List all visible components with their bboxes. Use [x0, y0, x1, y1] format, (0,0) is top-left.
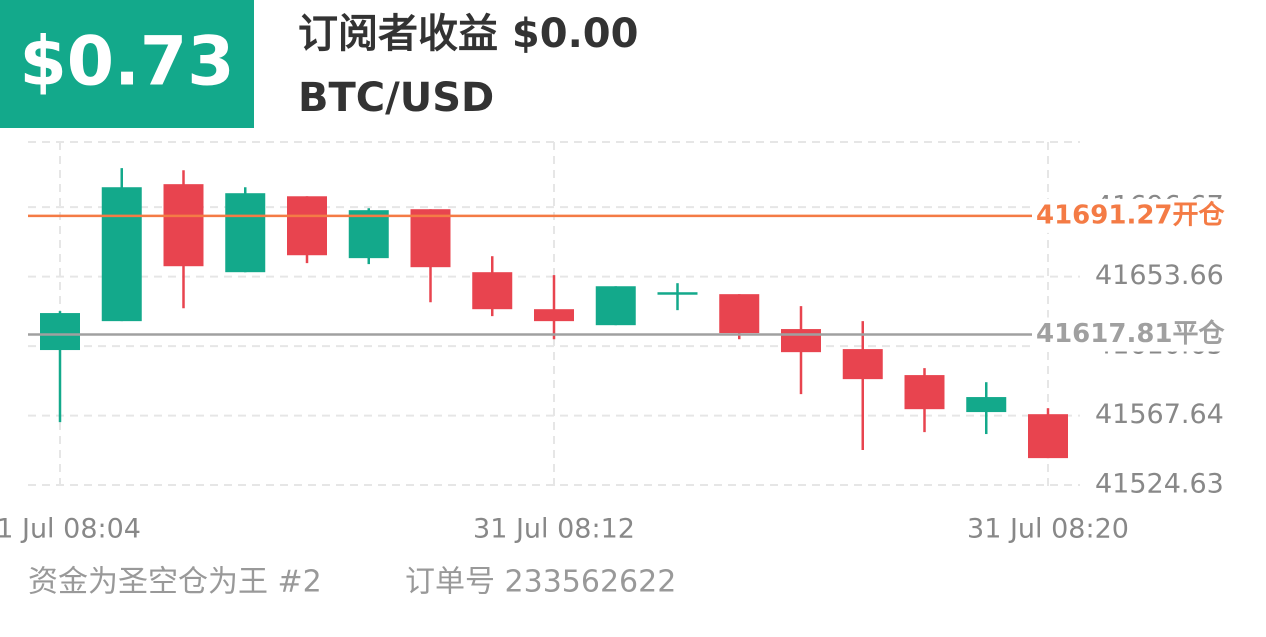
- x-tick-label: 31 Jul 08:12: [473, 514, 635, 545]
- price-label-bg: [1034, 198, 1234, 233]
- x-tick-label: 31 Jul 08:04: [0, 514, 141, 545]
- candle-body: [904, 375, 945, 410]
- profit-box: [0, 0, 254, 128]
- candle-body: [348, 210, 389, 259]
- y-tick-label: 41524.63: [1095, 469, 1224, 500]
- candle-body: [225, 193, 266, 273]
- x-tick-label: 31 Jul 08:20: [967, 514, 1129, 545]
- candle-body: [966, 397, 1007, 413]
- profit: $0.73: [19, 23, 234, 102]
- candle-body: [163, 184, 204, 267]
- candle-body: [534, 309, 574, 322]
- price-label-bg: [1034, 317, 1234, 352]
- y-tick-label: 41653.66: [1095, 260, 1224, 291]
- candle-body: [842, 349, 883, 380]
- candle-body: [101, 187, 142, 322]
- price-label: 41617.81平仓: [1036, 318, 1226, 349]
- order-number: 订单号 233562622: [405, 565, 676, 600]
- candle-body: [657, 292, 698, 295]
- title: 订阅者收益 $0.00: [298, 11, 638, 57]
- candle-body: [410, 209, 451, 268]
- symbol: BTC/USD: [298, 75, 494, 121]
- candle-body: [781, 329, 821, 353]
- candle-body: [719, 294, 760, 334]
- y-tick-label: 41567.64: [1095, 399, 1224, 430]
- candle-body: [40, 313, 80, 351]
- price-label: 41691.27开仓: [1036, 199, 1226, 230]
- candle-body: [595, 286, 636, 326]
- candle-body: [287, 196, 327, 256]
- candle-body: [1028, 414, 1068, 459]
- strategy: 资金为圣空仓为王 #2: [28, 565, 322, 600]
- candle-body: [472, 272, 513, 310]
